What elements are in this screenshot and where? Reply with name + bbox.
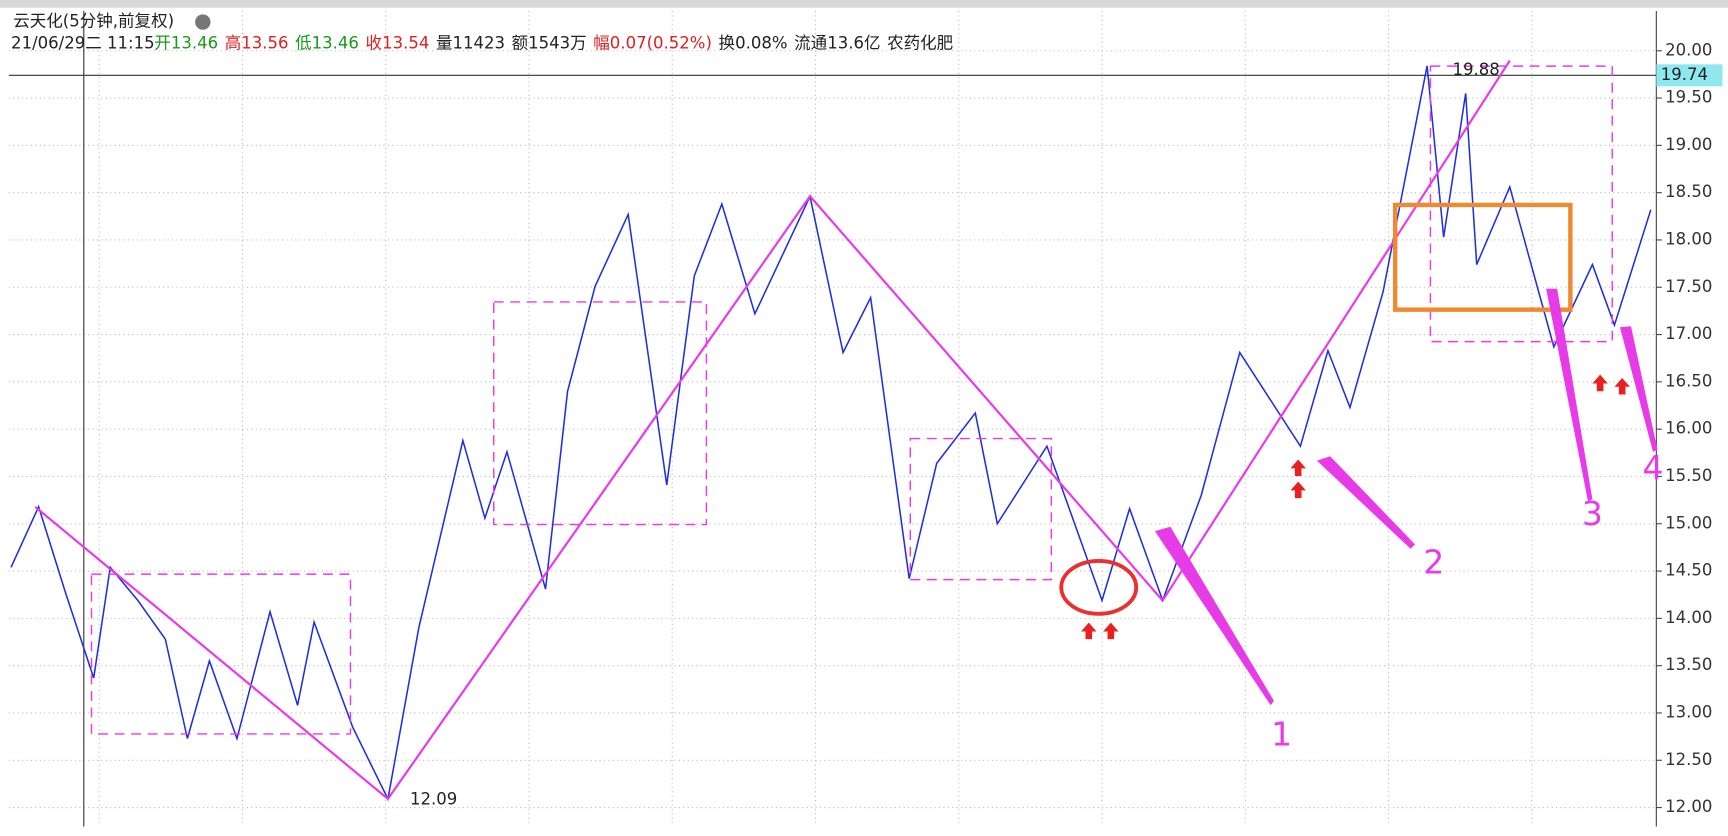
annotation: 4 bbox=[1643, 448, 1664, 487]
quote-item: 幅0.07(0.52%) bbox=[593, 34, 712, 53]
signal-arrows bbox=[1081, 374, 1630, 640]
quote-item: 流通13.6亿 bbox=[794, 34, 880, 53]
quote-datetime: 21/06/29二 11:15 bbox=[11, 34, 155, 53]
y-tick-label: 14.50 bbox=[1665, 561, 1712, 580]
highlight-circle bbox=[1059, 558, 1139, 616]
quote-item: 开13.46 bbox=[154, 34, 218, 53]
y-tick-label: 13.00 bbox=[1665, 702, 1712, 721]
y-tick-label: 17.00 bbox=[1665, 324, 1712, 343]
quote-item: 高13.56 bbox=[225, 34, 289, 53]
trend-lines bbox=[34, 60, 1511, 801]
y-tick-label: 13.50 bbox=[1665, 655, 1712, 674]
current-price-box bbox=[1656, 64, 1723, 87]
high-label: 19.88 bbox=[1452, 60, 1499, 79]
annotation: 2 bbox=[1423, 543, 1444, 582]
quote-bar: 开13.46 高13.56 低13.46 收13.54 量11423 额1543万 幅0.0… bbox=[154, 34, 953, 53]
highlight-box bbox=[1392, 202, 1573, 312]
y-tick-label: 14.00 bbox=[1665, 608, 1712, 627]
low-label: 12.09 bbox=[410, 790, 457, 809]
quote-item: 低13.46 bbox=[295, 34, 359, 53]
quote-item: 量11423 bbox=[436, 34, 505, 53]
stock-title: 云天化(5分钟,前复权) bbox=[13, 12, 174, 31]
pointer-arrows bbox=[1154, 288, 1658, 706]
y-tick-label: 16.50 bbox=[1665, 371, 1712, 390]
y-tick-label: 16.00 bbox=[1665, 419, 1712, 438]
y-tick-label: 19.00 bbox=[1665, 135, 1712, 154]
y-tick-label: 19.50 bbox=[1665, 88, 1712, 107]
plot: 12.00 12.50 13.00 13.50 14.00 14.50 15.00 15.50… bbox=[8, 11, 1723, 827]
y-tick-label: 12.00 bbox=[1665, 797, 1712, 816]
quote-item: 农药化肥 bbox=[887, 34, 953, 53]
y-tick-label: 18.00 bbox=[1665, 229, 1712, 248]
tab-bar bbox=[0, 0, 1728, 8]
quote-item: 额1543万 bbox=[512, 34, 587, 53]
y-tick-label: 17.50 bbox=[1665, 277, 1712, 296]
y-tick-label: 20.00 bbox=[1665, 40, 1712, 59]
quote-item: 换0.08% bbox=[719, 34, 788, 53]
price-zigzag bbox=[10, 65, 1652, 802]
y-tick-label: 12.50 bbox=[1665, 750, 1712, 769]
annotation: 1 bbox=[1271, 715, 1292, 754]
y-tick-label: 15.50 bbox=[1665, 466, 1712, 485]
settings-icon[interactable] bbox=[195, 14, 211, 30]
y-tick-label: 18.50 bbox=[1665, 182, 1712, 201]
annotation: 3 bbox=[1582, 494, 1603, 533]
y-tick-label: 15.00 bbox=[1665, 513, 1712, 532]
current-price-label: 19.74 bbox=[1661, 65, 1708, 84]
quote-item: 收13.54 bbox=[366, 34, 430, 53]
